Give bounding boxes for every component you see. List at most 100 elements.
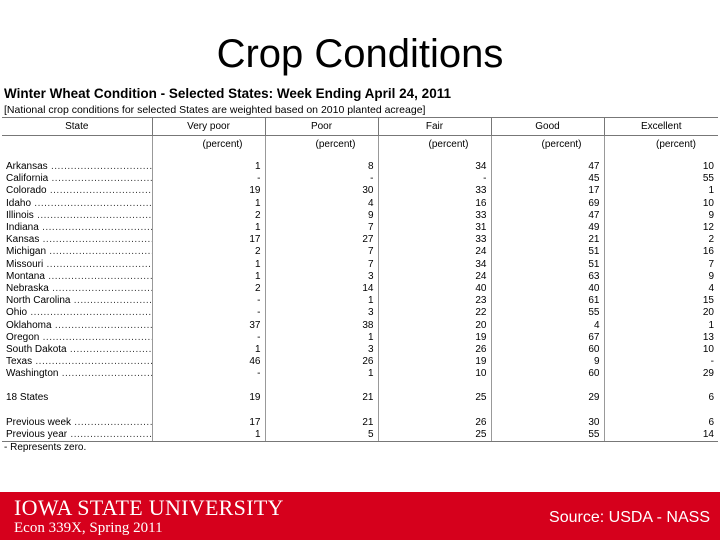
table-cell: - <box>377 173 491 186</box>
table-cell: 46 <box>151 356 265 369</box>
column-header: Fair <box>377 117 492 136</box>
table-cell: 13 <box>603 331 718 344</box>
table-row: Missouri ...............................… <box>2 258 718 271</box>
table-title: Winter Wheat Condition - Selected States… <box>4 86 451 101</box>
table-cell: 19 <box>377 331 491 344</box>
footnote: - Represents zero. <box>4 442 87 453</box>
table-header-row: State Very poor Poor Fair Good Excellent <box>2 117 718 136</box>
table-cell: 45 <box>490 173 604 186</box>
table-cell: 21 <box>264 392 378 405</box>
table-cell: 4 <box>264 197 378 210</box>
table-row: Illinois ...............................… <box>2 209 718 222</box>
table-cell: 47 <box>490 209 604 222</box>
leader-dots: ........................................ <box>73 295 152 307</box>
table-row: Michigan ...............................… <box>2 246 718 259</box>
table-cell: 3 <box>264 307 378 320</box>
table-cell: 33 <box>377 234 491 247</box>
table-cell: 1 <box>264 295 378 308</box>
table-cell: 69 <box>490 197 604 210</box>
table-cell: - <box>151 173 265 186</box>
state-name: Washington <box>6 368 59 380</box>
university-logo: IOWA STATE UNIVERSITY <box>14 495 284 520</box>
table-cell: 63 <box>490 270 604 283</box>
table-cell: 19 <box>151 185 265 198</box>
state-name: Kansas <box>6 234 40 246</box>
table-cell: 55 <box>603 173 718 186</box>
table-cell: 12 <box>603 221 718 235</box>
summary-row: 18 States 19 21 25 29 6 <box>2 392 718 405</box>
table-cell: 20 <box>603 307 718 320</box>
leader-dots: ........................................ <box>35 356 152 368</box>
state-name: Previous week <box>6 416 72 428</box>
state-name: Nebraska <box>6 282 49 294</box>
table-cell: 51 <box>490 246 604 259</box>
table-cell: 9 <box>490 356 604 369</box>
leader-dots: ........................................ <box>27 307 152 319</box>
crop-condition-table: State Very poor Poor Fair Good Excellent… <box>2 117 718 442</box>
table-cell: 9 <box>603 209 718 222</box>
table-row: Colorado ...............................… <box>2 185 718 198</box>
table-row: Oklahoma ...............................… <box>2 319 718 332</box>
leader-dots: ........................................ <box>54 319 152 331</box>
units-label: (percent) <box>490 135 604 161</box>
table-cell: 15 <box>603 295 718 308</box>
column-header: Excellent <box>603 117 718 136</box>
state-name: Previous year <box>6 428 68 440</box>
table-cell: 29 <box>603 368 718 381</box>
table-cell: 3 <box>264 270 378 283</box>
table-cell: 9 <box>603 270 718 283</box>
table-cell: 26 <box>377 416 491 429</box>
table-cell: 2 <box>603 234 718 247</box>
table-cell: 7 <box>264 258 378 271</box>
table-cell: 7 <box>603 258 718 271</box>
table-cell: 24 <box>377 270 491 283</box>
previous-row: Previous year ..........................… <box>2 428 718 442</box>
table-cell: - <box>603 356 718 369</box>
table-row: Texas ..................................… <box>2 356 718 369</box>
state-name: Colorado <box>6 185 47 197</box>
table-cell: 3 <box>264 343 378 356</box>
state-name: North Carolina <box>6 295 71 307</box>
leader-dots: ........................................ <box>34 197 152 209</box>
units-label: (percent) <box>377 135 491 161</box>
table-cell: 30 <box>264 185 378 198</box>
table-cell: 16 <box>603 246 718 259</box>
table-cell: - <box>151 368 265 381</box>
table-cell: 34 <box>377 258 491 271</box>
table-cell: 33 <box>377 185 491 198</box>
table-cell: 1 <box>603 319 718 332</box>
table-row: Oregon .................................… <box>2 331 718 344</box>
table-cell: 29 <box>490 392 604 405</box>
table-cell: 1 <box>151 343 265 356</box>
table-cell: 38 <box>264 319 378 332</box>
table-cell: - <box>151 295 265 308</box>
table-cell: 6 <box>603 416 718 429</box>
table-cell: 1 <box>264 331 378 344</box>
table-row: South Dakota ...........................… <box>2 343 718 356</box>
table-cell: 17 <box>151 234 265 247</box>
table-cell: 24 <box>377 246 491 259</box>
units-label: (percent) <box>264 135 378 161</box>
state-name: Illinois <box>6 209 34 221</box>
table-cell: 47 <box>490 161 604 174</box>
table-cell: 37 <box>151 319 265 332</box>
table-row: Ohio ...................................… <box>2 307 718 320</box>
state-name: 18 States <box>6 392 49 404</box>
leader-dots: ........................................ <box>61 368 152 380</box>
table-cell: 1 <box>151 258 265 271</box>
state-name: Michigan <box>6 246 47 258</box>
footer-bar <box>0 492 720 540</box>
table-cell: 10 <box>603 161 718 174</box>
table-cell: - <box>264 173 378 186</box>
table-cell: 40 <box>377 282 491 296</box>
column-header: Poor <box>264 117 379 136</box>
table-cell: 19 <box>151 392 265 405</box>
table-cell: 10 <box>603 343 718 356</box>
table-cell: 60 <box>490 343 604 356</box>
table-cell: 6 <box>603 392 718 405</box>
units-row: (percent) (percent) (percent) (percent) … <box>2 135 718 161</box>
table-cell: 8 <box>264 161 378 174</box>
table-cell: 7 <box>264 221 378 235</box>
table-cell: 30 <box>490 416 604 429</box>
table-cell: 19 <box>377 356 491 369</box>
